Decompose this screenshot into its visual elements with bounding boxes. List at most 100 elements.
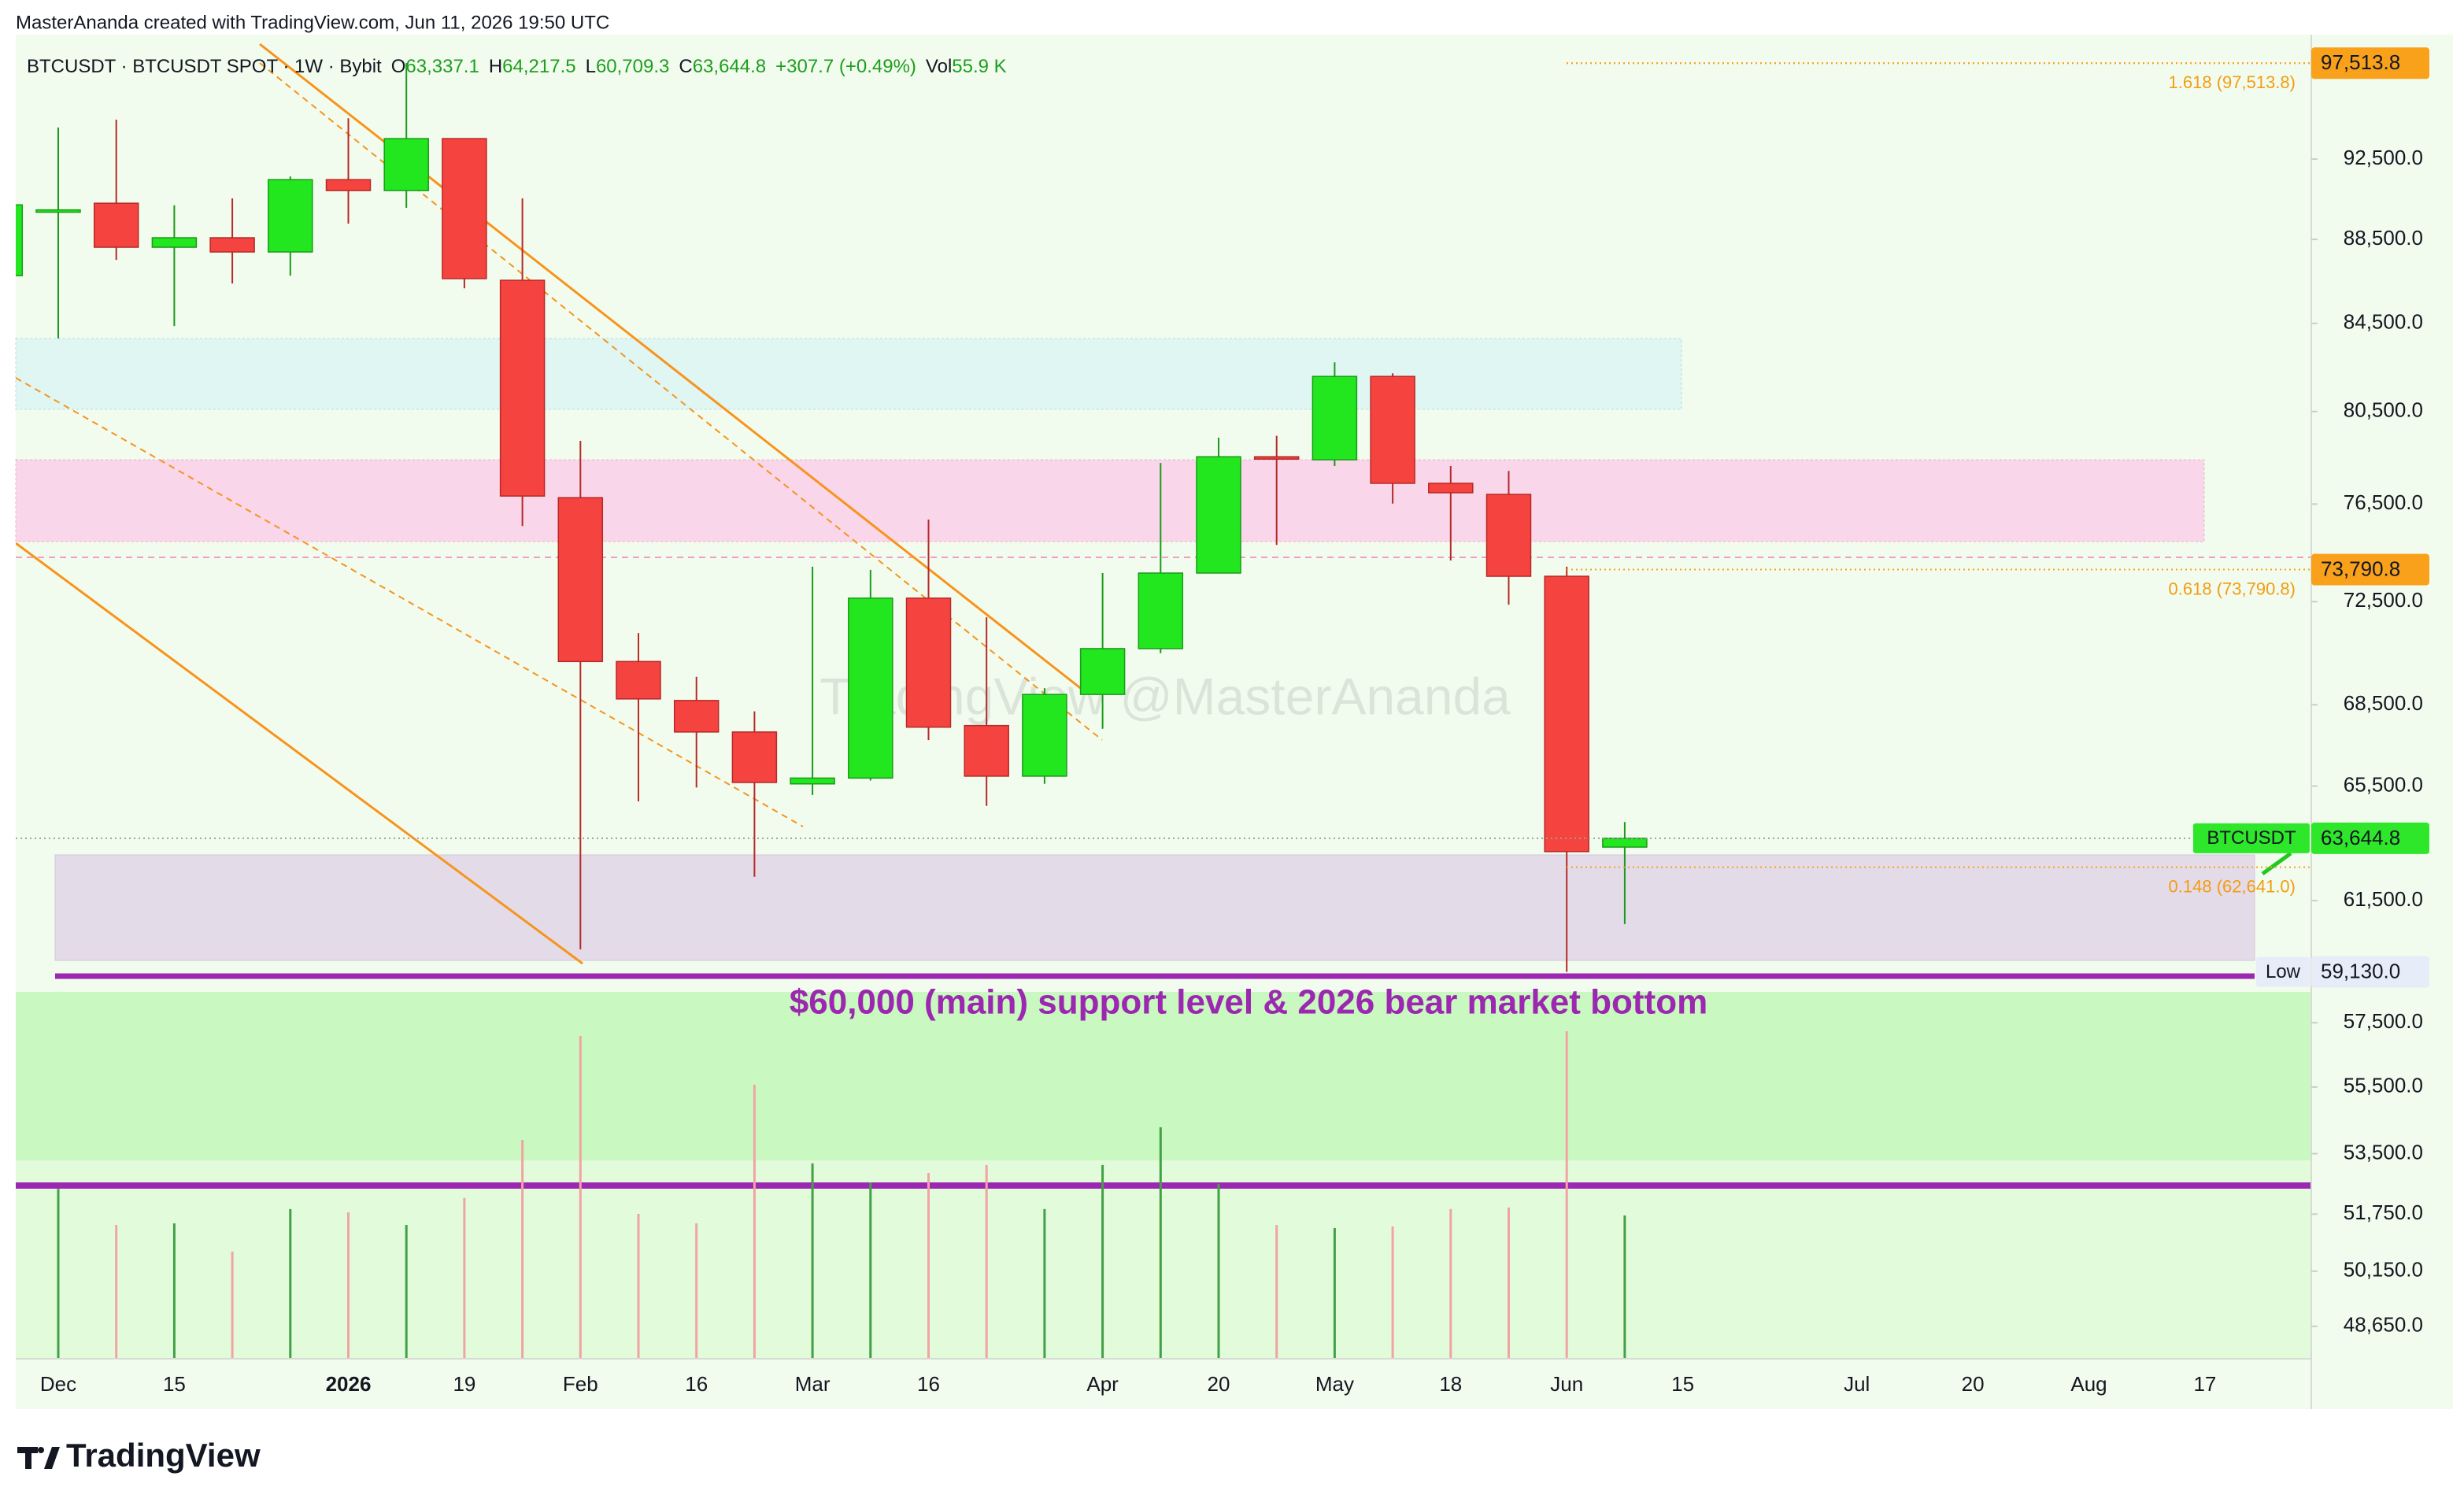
- candle-body: [1544, 575, 1589, 853]
- fib-label: 0.618 (73,790.8): [2169, 579, 2296, 598]
- price-marker: [2311, 956, 2429, 988]
- volume-bar: [695, 1223, 698, 1359]
- legend-key: L: [586, 56, 596, 77]
- volume-bar: [637, 1214, 640, 1359]
- candle-body: [790, 777, 835, 785]
- y-tick-label: 51,750.0: [2344, 1200, 2423, 1224]
- volume-bar: [753, 1084, 756, 1359]
- x-tick-label: 2026: [326, 1372, 372, 1396]
- logo-shape: [44, 1447, 60, 1469]
- x-tick-label: 16: [685, 1372, 708, 1396]
- volume-bar: [1391, 1226, 1394, 1359]
- y-tick-label: 72,500.0: [2344, 588, 2423, 612]
- x-tick-label: 17: [2193, 1372, 2216, 1396]
- volume-bar: [1159, 1126, 1162, 1359]
- price-marker-label: 97,513.8: [2321, 50, 2400, 74]
- price-marker: [2311, 553, 2429, 586]
- logo-shape: [38, 1447, 44, 1453]
- price-tag-label: BTCUSDT: [2207, 827, 2296, 849]
- candle-body: [964, 724, 1009, 777]
- x-tick-label: 18: [1439, 1372, 1462, 1396]
- price-marker-label: 73,790.8: [2321, 557, 2400, 580]
- y-tick-label: 53,500.0: [2344, 1140, 2423, 1163]
- price-marker: [2311, 47, 2429, 80]
- footer-logo-text: TradingView: [66, 1437, 261, 1474]
- candle-body: [557, 497, 604, 663]
- volume-bar: [347, 1212, 350, 1359]
- candle-body: [499, 279, 546, 497]
- volume-bar: [115, 1225, 118, 1359]
- candle-body: [209, 237, 255, 253]
- volume-bar: [1333, 1227, 1336, 1359]
- plot-area: [16, 63, 1648, 1359]
- footer-logo: TradingView: [17, 1437, 261, 1474]
- legend-value: 60,709.3: [596, 56, 669, 77]
- volume-bar: [1565, 1030, 1568, 1359]
- support-box: [54, 854, 2255, 961]
- x-tick-label: 19: [453, 1372, 475, 1396]
- volume-bar: [231, 1251, 234, 1359]
- y-tick-label: 57,500.0: [2344, 1009, 2423, 1033]
- volume-bar: [405, 1225, 408, 1359]
- candle-body: [1602, 838, 1648, 848]
- x-tick-label: 20: [1962, 1372, 1985, 1396]
- volume-bar: [1623, 1215, 1626, 1359]
- resistance-zone: [15, 338, 1682, 410]
- candle-body: [1428, 483, 1474, 494]
- trend-line-dashed: [16, 377, 804, 827]
- candle-body: [151, 237, 198, 248]
- candle-body: [1022, 694, 1067, 777]
- candle-body: [1253, 456, 1300, 460]
- volume-bar: [811, 1163, 814, 1359]
- legend-key: C: [679, 56, 692, 77]
- support-zone: [16, 992, 2311, 1160]
- fib-label: 1.618 (97,513.8): [2169, 72, 2296, 92]
- legend-value: 64,217.5: [502, 56, 575, 77]
- y-tick-label: 61,500.0: [2344, 887, 2423, 911]
- y-tick-label: 80,500.0: [2344, 398, 2423, 422]
- y-tick-label: 48,650.0: [2344, 1313, 2423, 1337]
- symbol-legend: BTCUSDT · BTCUSDT SPOT · 1W · Bybit O63,3…: [27, 56, 1007, 77]
- candle-body: [325, 179, 372, 191]
- volume-bar: [1217, 1183, 1220, 1359]
- x-tick-label: 20: [1208, 1372, 1230, 1396]
- x-tick-label: Aug: [2070, 1372, 2107, 1396]
- symbol: BTCUSDT · BTCUSDT SPOT · 1W · Bybit: [27, 56, 382, 77]
- y-tick-label: 65,500.0: [2344, 772, 2423, 796]
- price-marker-label: 59,130.0: [2321, 960, 2400, 983]
- candle-body: [731, 731, 778, 783]
- candle-body: [1312, 376, 1358, 461]
- x-tick-label: 16: [917, 1372, 940, 1396]
- legend-value: 63,644.8: [693, 56, 766, 77]
- x-tick-label: 15: [163, 1372, 186, 1396]
- candle-body: [1370, 376, 1415, 484]
- y-tick-label: 68,500.0: [2344, 691, 2423, 715]
- price-tag: [2256, 956, 2310, 987]
- volume-bar: [463, 1197, 466, 1359]
- candle-body: [35, 209, 81, 213]
- attribution: MasterAnanda created with TradingView.co…: [16, 12, 609, 33]
- x-tick-label: 15: [1671, 1372, 1694, 1396]
- candle-body: [616, 660, 661, 700]
- x-tick-label: Dec: [40, 1372, 76, 1396]
- volume-bar: [521, 1139, 524, 1359]
- legend-key: H: [489, 56, 502, 77]
- x-tick-label: Apr: [1086, 1372, 1119, 1396]
- volume-bar: [1101, 1164, 1104, 1359]
- candle-body: [673, 700, 720, 733]
- candle-body: [905, 597, 952, 728]
- candle-body: [383, 138, 429, 191]
- y-tick-label: 92,500.0: [2344, 146, 2423, 169]
- x-tick-label: Jul: [1844, 1372, 1870, 1396]
- marker-pointer: [2261, 851, 2292, 876]
- candle-body: [848, 597, 893, 779]
- candle-body: [1138, 572, 1184, 649]
- resistance-zone: [15, 459, 2205, 542]
- candle-body: [93, 202, 139, 248]
- x-tick-label: Mar: [795, 1372, 831, 1396]
- fib-label: 0.148 (62,641.0): [2169, 876, 2296, 896]
- trend-line: [16, 542, 583, 965]
- candle-body: [442, 138, 487, 279]
- price-tag-label: Low: [2266, 961, 2301, 982]
